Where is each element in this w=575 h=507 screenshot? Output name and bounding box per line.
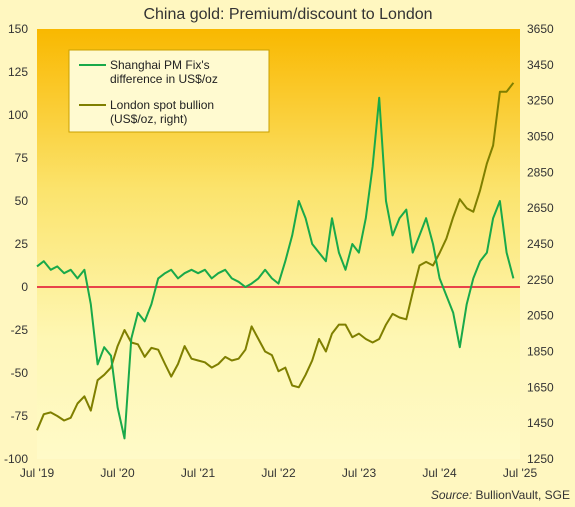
left-tick-label: -100 bbox=[4, 452, 28, 466]
x-tick-label: Jul '24 bbox=[422, 466, 457, 480]
legend-label-london-line2: (US$/oz, right) bbox=[110, 112, 187, 126]
left-axis-ticks: 150 125 100 75 50 25 0 -25 -50 -75 -100 bbox=[4, 22, 28, 466]
left-tick-label: -25 bbox=[11, 323, 29, 337]
left-tick-label: 100 bbox=[8, 108, 28, 122]
right-tick-label: 3050 bbox=[527, 130, 554, 144]
right-tick-label: 1450 bbox=[527, 416, 554, 430]
right-tick-label: 3250 bbox=[527, 94, 554, 108]
legend-box bbox=[68, 49, 270, 133]
x-tick-label: Jul '19 bbox=[20, 466, 55, 480]
legend: Shanghai PM Fix's difference in US$/oz L… bbox=[68, 49, 270, 133]
x-axis-ticks: Jul '19 Jul '20 Jul '21 Jul '22 Jul '23 Jul '… bbox=[20, 466, 538, 480]
right-tick-label: 2250 bbox=[527, 273, 554, 287]
left-tick-label: -75 bbox=[11, 409, 29, 423]
x-tick-label: Jul '22 bbox=[261, 466, 296, 480]
left-tick-label: 25 bbox=[15, 237, 29, 251]
x-tick-label: Jul '23 bbox=[342, 466, 377, 480]
right-tick-label: 3450 bbox=[527, 58, 554, 72]
chart-title: China gold: Premium/discount to London bbox=[143, 6, 432, 23]
series-shanghai-premium-line bbox=[36, 96, 515, 440]
right-tick-label: 2450 bbox=[527, 237, 554, 251]
right-tick-label: 1250 bbox=[527, 452, 554, 466]
right-tick-label: 2850 bbox=[527, 165, 554, 179]
series-london-spot-line bbox=[36, 82, 515, 431]
right-tick-label: 2050 bbox=[527, 309, 554, 323]
x-tick-label: Jul '20 bbox=[100, 466, 135, 480]
left-tick-label: 75 bbox=[15, 151, 29, 165]
source-label: Source: bbox=[431, 488, 472, 502]
right-tick-label: 3650 bbox=[527, 22, 554, 36]
source-value: BullionVault, SGE bbox=[472, 488, 570, 502]
legend-label-shanghai-line2: difference in US$/oz bbox=[110, 72, 218, 86]
source-note: Source: BullionVault, SGE bbox=[431, 488, 570, 502]
legend-label-london-line1: London spot bullion bbox=[110, 98, 214, 112]
x-tick-label: Jul '25 bbox=[503, 466, 538, 480]
right-tick-label: 1850 bbox=[527, 345, 554, 359]
legend-label-shanghai-line1: Shanghai PM Fix's bbox=[110, 58, 210, 72]
left-tick-label: 150 bbox=[8, 22, 28, 36]
left-tick-label: -50 bbox=[11, 366, 29, 380]
right-tick-label: 1650 bbox=[527, 380, 554, 394]
left-tick-label: 50 bbox=[15, 194, 29, 208]
x-tick-label: Jul '21 bbox=[181, 466, 216, 480]
right-axis-ticks: 3650 3450 3250 3050 2850 2650 2450 2250 2050 1850… bbox=[527, 22, 554, 466]
left-tick-label: 0 bbox=[21, 280, 28, 294]
right-tick-label: 2650 bbox=[527, 201, 554, 215]
left-tick-label: 125 bbox=[8, 65, 28, 79]
